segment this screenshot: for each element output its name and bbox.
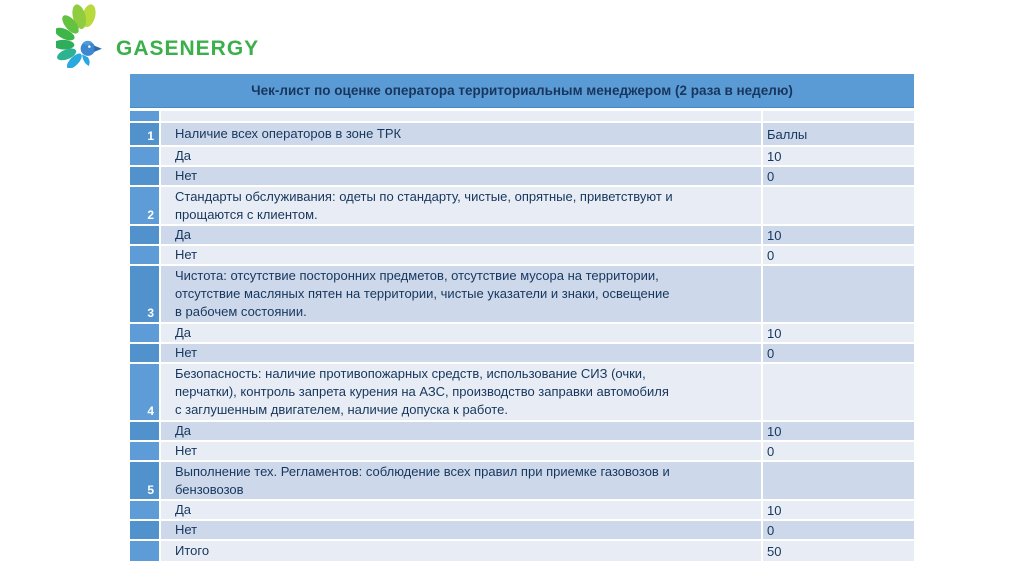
table-row: Да 10 xyxy=(130,226,914,244)
row-points: 10 xyxy=(763,501,914,519)
row-number-cell xyxy=(130,521,159,539)
row-description: Да xyxy=(161,147,761,165)
row-number-cell xyxy=(130,442,159,460)
row-points: 10 xyxy=(763,324,914,342)
row-number-cell xyxy=(130,324,159,342)
table-body: 1 Наличие всех операторов в зоне ТРК Баллы… xyxy=(130,111,914,561)
row-number-cell xyxy=(130,541,159,561)
row-points xyxy=(763,111,914,121)
table-row: Нет 0 xyxy=(130,344,914,362)
table-row: 4 Безопасность: наличие противопожарных с… xyxy=(130,364,914,420)
table-row: Да 10 xyxy=(130,147,914,165)
row-description: Наличие всех операторов в зоне ТРК xyxy=(161,123,761,145)
row-description xyxy=(161,111,761,121)
checklist-table: Чек-лист по оценке оператора территориал… xyxy=(130,74,914,563)
logo-text: GASENERGY xyxy=(116,37,260,60)
row-description: Выполнение тех. Регламентов: соблюдение … xyxy=(161,462,761,499)
table-row: 5 Выполнение тех. Регламентов: соблюдение… xyxy=(130,462,914,499)
row-number-cell: 5 xyxy=(130,462,159,499)
row-description: Да xyxy=(161,422,761,440)
row-points: 0 xyxy=(763,246,914,264)
row-points: 0 xyxy=(763,521,914,539)
row-points: 0 xyxy=(763,344,914,362)
row-number-cell: 2 xyxy=(130,187,159,224)
row-points xyxy=(763,266,914,322)
row-points xyxy=(763,364,914,420)
row-number-cell xyxy=(130,246,159,264)
logo: GASENERGY xyxy=(56,4,259,68)
table-row: Итого 50 xyxy=(130,541,914,561)
row-description: Да xyxy=(161,226,761,244)
row-number-cell xyxy=(130,422,159,440)
row-number-cell xyxy=(130,501,159,519)
row-number-cell xyxy=(130,167,159,185)
table-row: 2 Стандарты обслуживания: одеты по станда… xyxy=(130,187,914,224)
row-description: Чистота: отсутствие посторонних предмето… xyxy=(161,266,761,322)
row-points: 0 xyxy=(763,442,914,460)
table-title: Чек-лист по оценке оператора территориал… xyxy=(130,74,914,108)
row-description: Нет xyxy=(161,344,761,362)
table-row: Да 10 xyxy=(130,324,914,342)
row-description: Стандарты обслуживания: одеты по стандар… xyxy=(161,187,761,224)
row-description: Нет xyxy=(161,246,761,264)
row-number-cell: 4 xyxy=(130,364,159,420)
table-row: 3 Чистота: отсутствие посторонних предмет… xyxy=(130,266,914,322)
phoenix-bird-icon xyxy=(56,4,102,68)
row-points xyxy=(763,187,914,224)
row-description: Нет xyxy=(161,521,761,539)
row-points: 10 xyxy=(763,226,914,244)
row-number-cell xyxy=(130,111,159,121)
row-number-cell xyxy=(130,344,159,362)
table-row: 1 Наличие всех операторов в зоне ТРК Баллы xyxy=(130,123,914,145)
row-description: Нет xyxy=(161,167,761,185)
table-row: Да 10 xyxy=(130,422,914,440)
row-number-cell xyxy=(130,226,159,244)
row-description: Итого xyxy=(161,541,761,561)
table-row: Нет 0 xyxy=(130,521,914,539)
row-points: 50 xyxy=(763,541,914,561)
table-row xyxy=(130,111,914,121)
row-description: Безопасность: наличие противопожарных ср… xyxy=(161,364,761,420)
row-number-cell: 3 xyxy=(130,266,159,322)
row-description: Да xyxy=(161,501,761,519)
row-number-cell: 1 xyxy=(130,123,159,145)
row-points: 10 xyxy=(763,422,914,440)
table-row: Да 10 xyxy=(130,501,914,519)
row-points: Баллы xyxy=(763,123,914,145)
row-number-cell xyxy=(130,147,159,165)
table-row: Нет 0 xyxy=(130,246,914,264)
row-description: Нет xyxy=(161,442,761,460)
table-row: Нет 0 xyxy=(130,442,914,460)
row-points: 10 xyxy=(763,147,914,165)
table-row: Нет 0 xyxy=(130,167,914,185)
row-description: Да xyxy=(161,324,761,342)
row-points: 0 xyxy=(763,167,914,185)
row-points xyxy=(763,462,914,499)
